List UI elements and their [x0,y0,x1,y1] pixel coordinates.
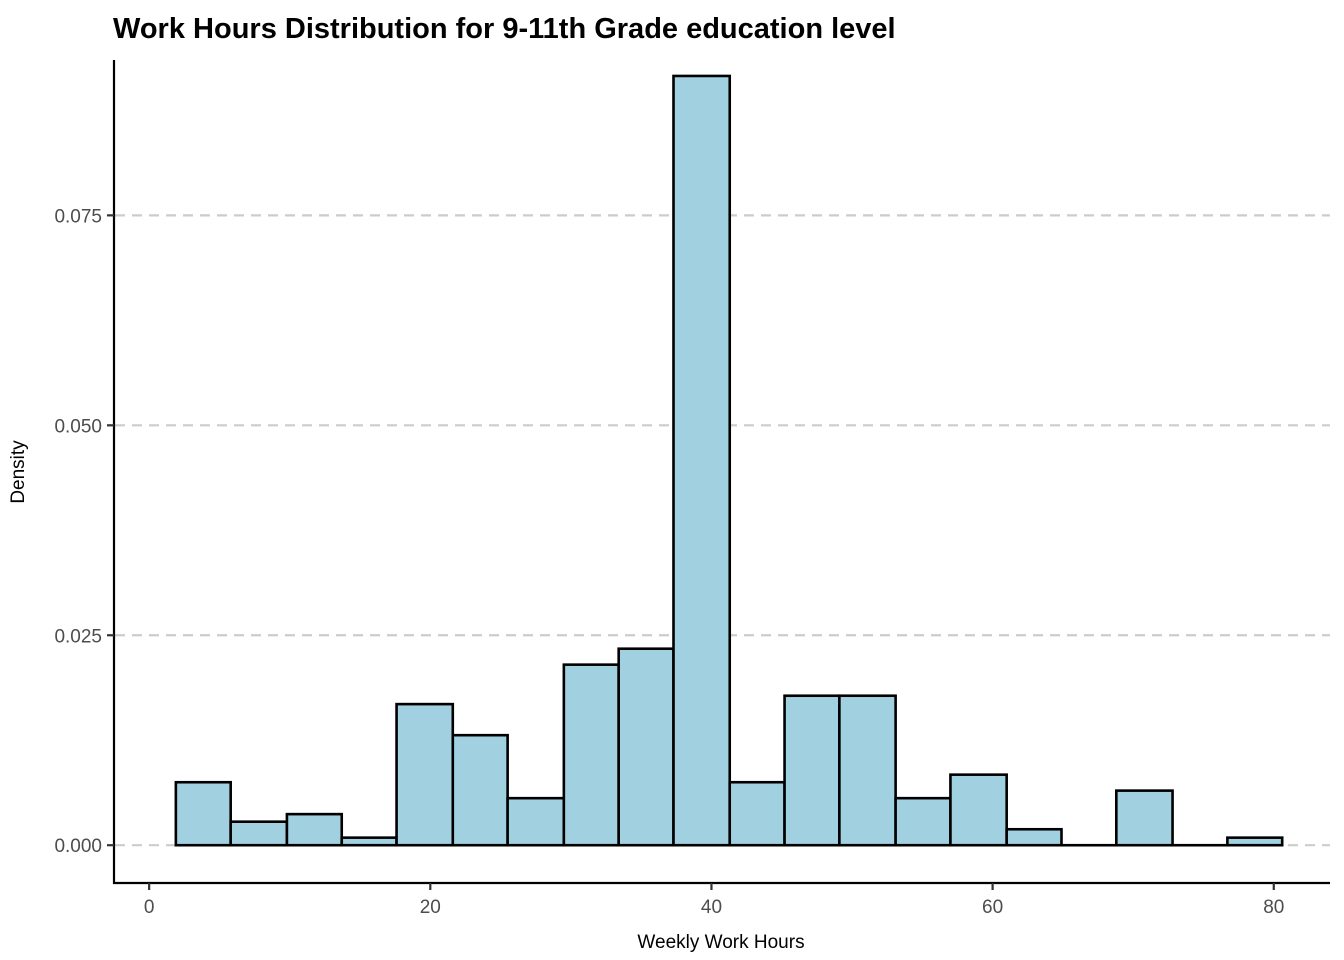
y-tick-label: 0.025 [54,626,102,647]
bars [174,74,1284,847]
histogram-bar [1005,827,1063,847]
histogram-bar [340,836,398,847]
x-tick-label: 80 [1263,897,1284,918]
x-axis-title: Weekly Work Hours [637,932,804,953]
histogram-bar [1226,836,1284,847]
histogram-bar [395,702,455,847]
histogram-bar [617,647,675,847]
histogram-bar [894,796,952,847]
x-tick-label: 60 [982,897,1003,918]
histogram-bar [783,694,841,847]
histogram-bar [506,796,566,847]
histogram-bar [229,820,289,847]
axes [112,60,1330,885]
y-ticks: 0.000 0.025 0.050 0.075 [54,206,114,857]
histogram-bar [672,74,732,847]
histogram-bar [451,733,509,847]
histogram-bar [562,663,620,847]
histogram-bar [949,773,1008,847]
y-tick-label: 0.050 [54,416,102,437]
y-tick-label: 0.075 [54,206,102,227]
x-tick-label: 0 [144,897,155,918]
histogram-bar [174,780,232,847]
x-tick-label: 40 [701,897,722,918]
y-tick-label: 0.000 [54,836,102,857]
y-axis-title: Density [8,440,29,504]
x-tick-label: 20 [420,897,441,918]
histogram-bar [728,780,786,847]
chart-title: Work Hours Distribution for 9-11th Grade… [113,13,896,45]
histogram-bar [285,812,344,847]
x-ticks: 0 20 40 60 80 [144,883,1284,918]
histogram-bar [1115,789,1174,847]
histogram-bar [838,694,897,847]
